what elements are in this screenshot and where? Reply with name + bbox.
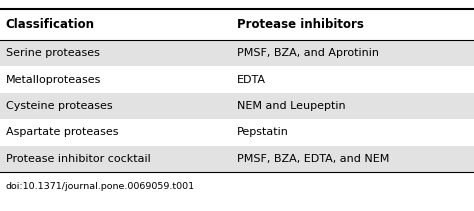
Text: PMSF, BZA, EDTA, and NEM: PMSF, BZA, EDTA, and NEM	[237, 154, 389, 164]
Text: doi:10.1371/journal.pone.0069059.t001: doi:10.1371/journal.pone.0069059.t001	[6, 182, 195, 191]
Text: PMSF, BZA, and Aprotinin: PMSF, BZA, and Aprotinin	[237, 48, 379, 58]
Text: NEM and Leupeptin: NEM and Leupeptin	[237, 101, 346, 111]
Bar	[0, 146, 474, 172]
Text: Cysteine proteases: Cysteine proteases	[6, 101, 112, 111]
Text: Aspartate proteases: Aspartate proteases	[6, 127, 118, 137]
Bar	[0, 119, 474, 146]
Text: Protease inhibitor cocktail: Protease inhibitor cocktail	[6, 154, 150, 164]
Text: Classification: Classification	[6, 18, 95, 31]
Text: Metalloproteases: Metalloproteases	[6, 75, 101, 85]
Text: Protease inhibitors: Protease inhibitors	[237, 18, 364, 31]
Text: EDTA: EDTA	[237, 75, 266, 85]
Bar	[0, 66, 474, 93]
Bar	[0, 40, 474, 66]
Text: Pepstatin: Pepstatin	[237, 127, 289, 137]
Bar	[0, 93, 474, 119]
Text: Serine proteases: Serine proteases	[6, 48, 100, 58]
